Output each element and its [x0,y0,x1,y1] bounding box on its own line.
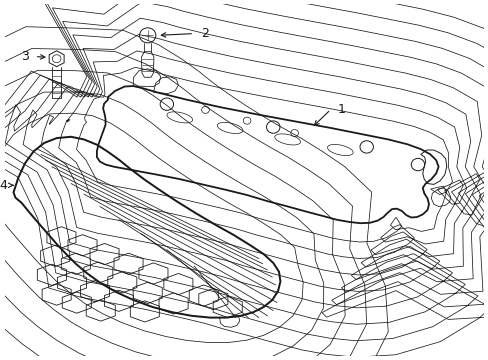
Text: 2: 2 [201,27,209,40]
Text: 1: 1 [337,103,345,116]
Text: 3: 3 [21,50,29,63]
Text: 4: 4 [0,179,7,192]
